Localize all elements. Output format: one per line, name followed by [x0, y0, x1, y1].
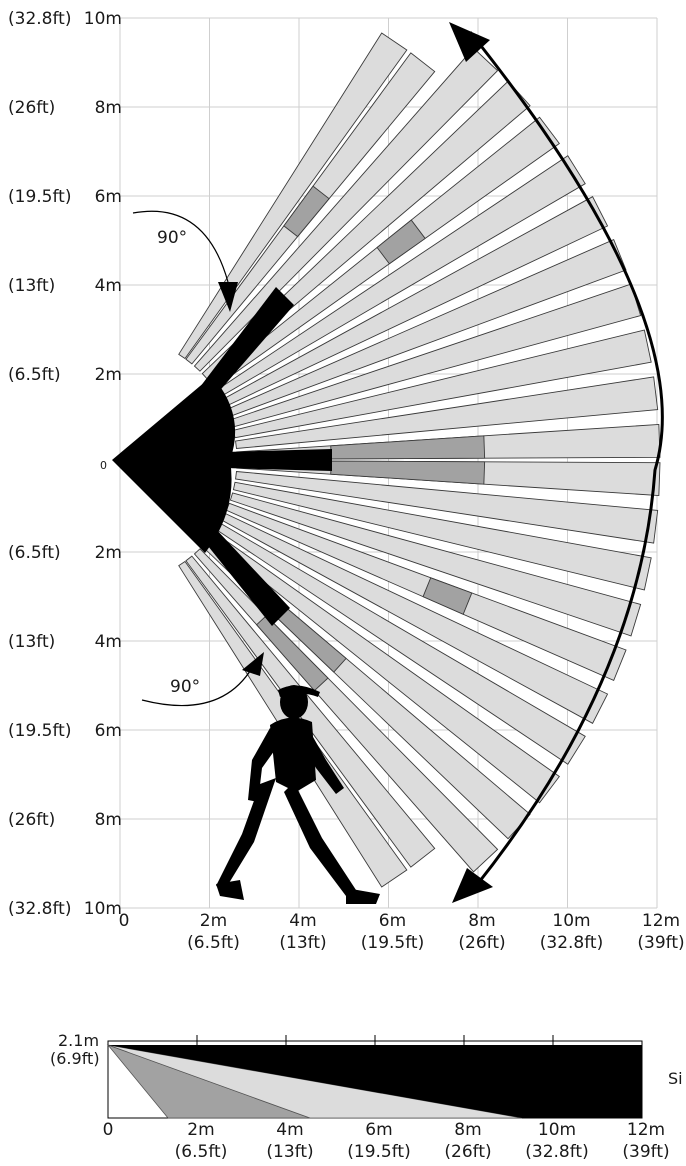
side-view-caption: Si [668, 1069, 683, 1088]
sensor-upper-arm [200, 287, 294, 395]
coverage-arc [468, 31, 664, 887]
rotation-arrow-lower [141, 667, 253, 707]
side-x-tick-label-ft: (26ft) [444, 1142, 491, 1162]
side-x-tick-label-ft: (19.5ft) [347, 1142, 410, 1162]
y-tick-label-ft: (32.8ft) [8, 899, 71, 919]
y-tick-label-ft: (19.5ft) [8, 187, 71, 207]
walking-person-icon [216, 685, 380, 904]
angle-label-lower: 90° [170, 677, 200, 697]
detection-beam [229, 492, 642, 637]
y-tick-label-m: 10m [84, 899, 122, 919]
side-x-tick-label-m: 6m [365, 1120, 392, 1140]
y-tick-label-ft: (6.5ft) [8, 543, 61, 563]
x-tick-label-m: 2m [200, 911, 227, 931]
rotation-arrow-upper [132, 210, 229, 283]
y-tick-label-m: 4m [95, 276, 122, 296]
detection-beam-mid-zone [422, 577, 473, 615]
x-tick-label-m: 4m [289, 911, 316, 931]
top-view-x-axis-labels: 0 2m(6.5ft)4m(13ft)6m(19.5ft)8m(26ft)10m(… [119, 911, 685, 953]
side-view-diagram: 2.1m (6.9ft) Si 0 2m(6.5ft) 4m(13ft) 6m(19.… [50, 1031, 683, 1162]
side-x-tick-label-ft: (39ft) [622, 1142, 669, 1162]
y-tick-label-m: 2m [95, 365, 122, 385]
detection-beam [235, 376, 659, 449]
side-view-x-axis-labels: 0 2m(6.5ft)4m(13ft)6m(19.5ft)8m(26ft)10m(… [103, 1120, 670, 1162]
x-tick-label-ft: (6.5ft) [187, 933, 240, 953]
top-view-diagram: 90° 90° (32.8ft) 10m(26ft) 8m(19.5ft) 6m(13… [8, 9, 685, 953]
detection-beam-mid-zone [376, 219, 426, 265]
side-x-tick-label-m: 0 [103, 1120, 114, 1140]
side-x-tick-label-m: 12m [627, 1120, 665, 1140]
detection-beam-mid-zone [330, 435, 486, 460]
side-x-tick-label-m: 10m [538, 1120, 576, 1140]
y-tick-label-ft: (6.5ft) [8, 365, 61, 385]
y-tick-label-m: 2m [95, 543, 122, 563]
y-tick-label-zero: 0 [100, 459, 107, 472]
detection-beam-mid-zone [330, 460, 486, 485]
detection-beams [178, 32, 661, 888]
x-tick-label-ft: (32.8ft) [540, 933, 603, 953]
x-tick-label-m: 0 [119, 911, 130, 931]
side-zone-far [108, 1045, 642, 1118]
angle-label-upper: 90° [157, 228, 187, 248]
y-tick-label-ft: (13ft) [8, 632, 55, 652]
top-view-y-axis-labels: (32.8ft) 10m (26ft) 8m (19.5ft) 6m (13ft) 4m (6.… [8, 9, 122, 919]
x-tick-label-ft: (13ft) [279, 933, 326, 953]
x-tick-label-ft: (19.5ft) [361, 933, 424, 953]
sensor-lower-arm [200, 527, 290, 626]
y-tick-label-ft: (19.5ft) [8, 721, 71, 741]
x-tick-label-ft: (26ft) [458, 933, 505, 953]
y-tick-label-m: 10m [84, 9, 122, 29]
y-tick-label-ft: (26ft) [8, 98, 55, 118]
y-tick-label-ft: (26ft) [8, 810, 55, 830]
side-height-ft: (6.9ft) [50, 1049, 100, 1068]
y-tick-label-ft: (32.8ft) [8, 9, 71, 29]
side-height-m: 2.1m [58, 1031, 99, 1050]
y-tick-label-m: 6m [95, 721, 122, 741]
rotation-arrow-lower-head [242, 652, 264, 676]
side-x-tick-label-ft: (32.8ft) [525, 1142, 588, 1162]
arc-arrowhead-bottom [452, 868, 493, 903]
detection-beam [232, 481, 652, 591]
y-tick-label-m: 8m [95, 98, 122, 118]
y-tick-label-m: 8m [95, 810, 122, 830]
x-tick-label-m: 8m [468, 911, 495, 931]
side-x-tick-label-m: 8m [454, 1120, 481, 1140]
x-tick-label-ft: (39ft) [637, 933, 684, 953]
detection-beam-mid-zone [283, 185, 330, 238]
center-beam-near [225, 449, 332, 471]
side-x-tick-label-ft: (13ft) [266, 1142, 313, 1162]
sensor-near-zone [112, 376, 236, 553]
x-tick-label-m: 12m [642, 911, 680, 931]
y-tick-label-m: 4m [95, 632, 122, 652]
detection-beam [185, 555, 436, 868]
side-x-tick-label-m: 2m [187, 1120, 214, 1140]
detection-beam [193, 47, 499, 372]
side-x-tick-label-ft: (6.5ft) [175, 1142, 228, 1162]
rotation-arrow-upper-head [218, 282, 238, 312]
x-tick-label-m: 10m [552, 911, 590, 931]
detection-beam [178, 32, 408, 360]
detection-beam [235, 471, 659, 544]
y-tick-label-ft: (13ft) [8, 276, 55, 296]
y-tick-label-m: 6m [95, 187, 122, 207]
side-x-tick-label-m: 4m [276, 1120, 303, 1140]
arc-arrowhead-top [449, 22, 490, 62]
x-tick-label-m: 6m [379, 911, 406, 931]
